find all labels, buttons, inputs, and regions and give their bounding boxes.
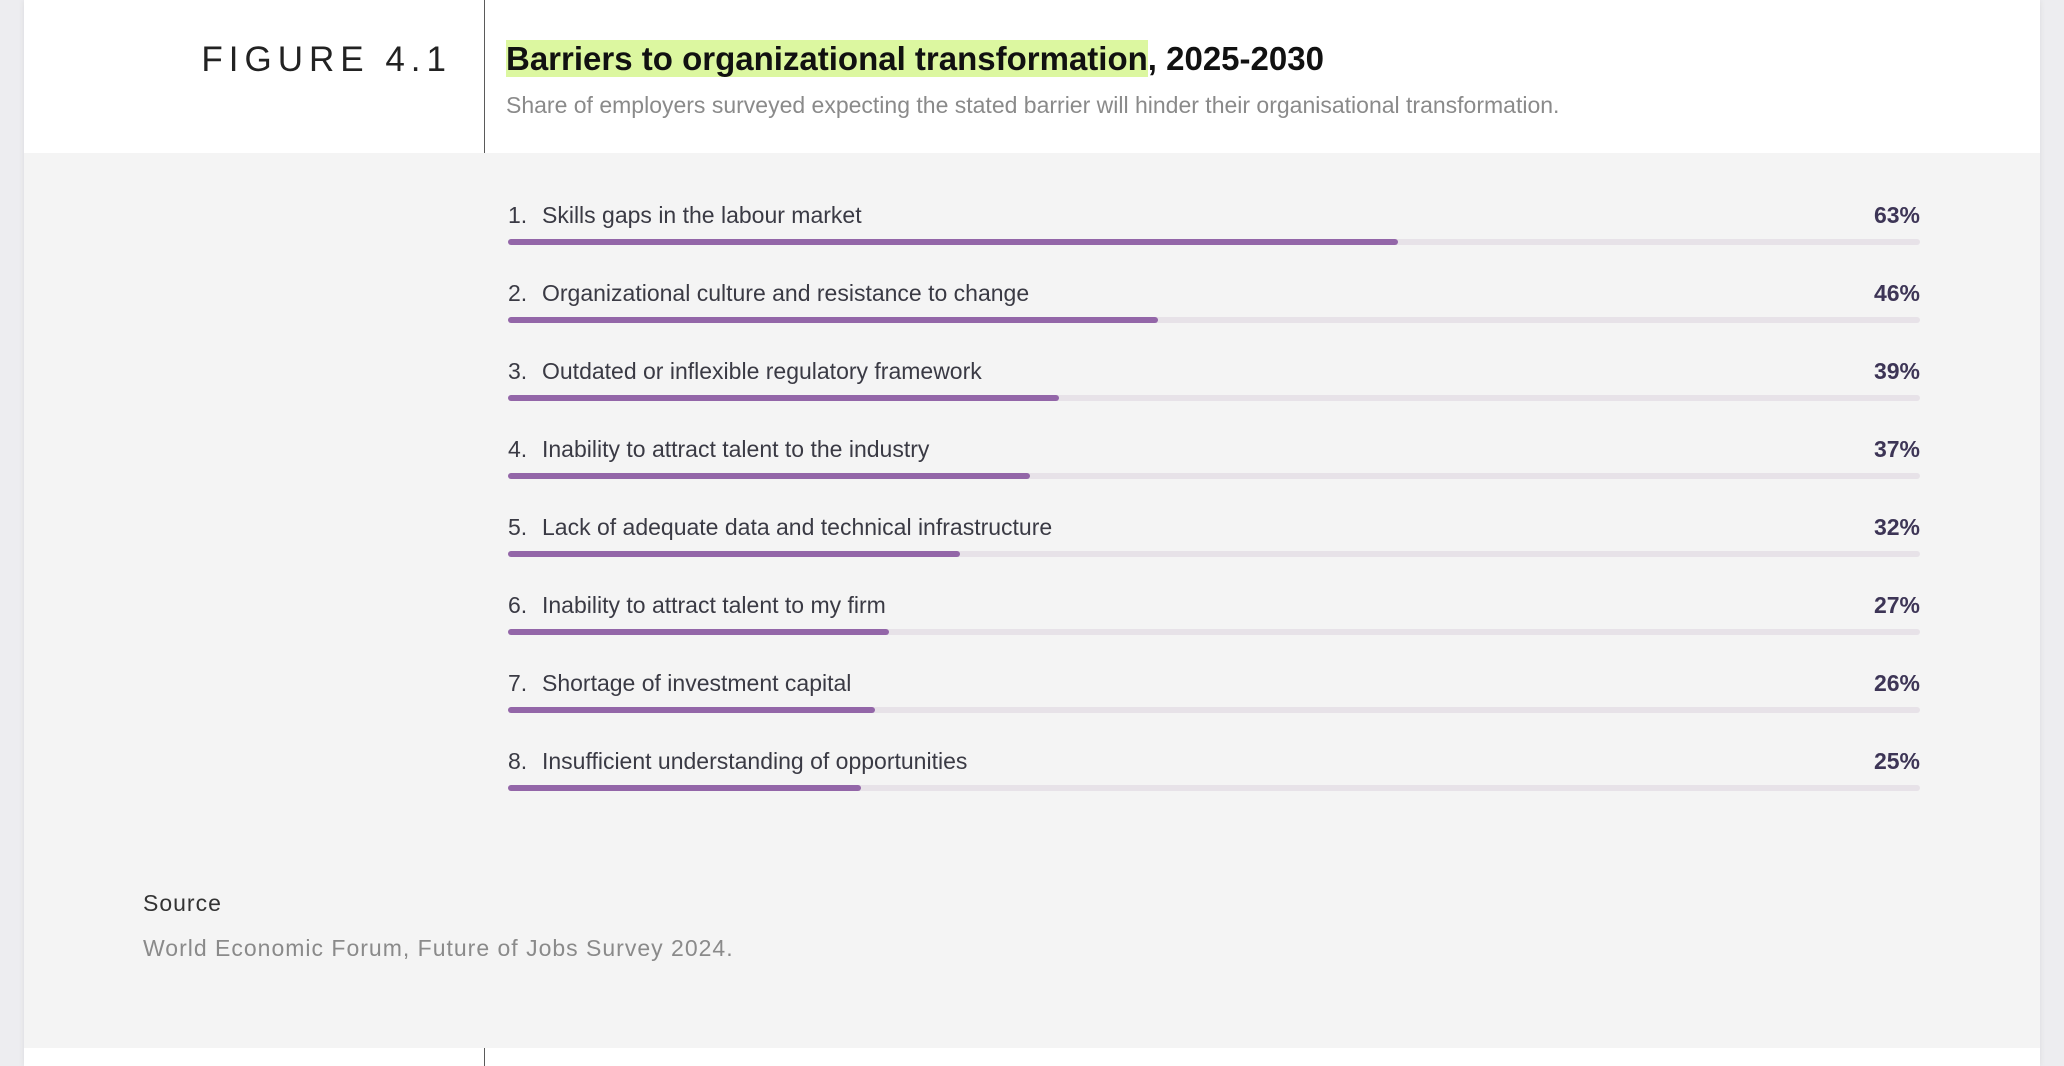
bar-value-label: 39%: [1873, 358, 1920, 384]
bar-label: 2. Organizational culture and resistance …: [508, 280, 1029, 307]
bar-label: 7. Shortage of investment capital: [508, 670, 851, 697]
bar-row: 4. Inability to attract talent to the ind…: [508, 436, 1920, 496]
bar-rank: 7.: [508, 670, 528, 696]
bar-value-label: 27%: [1873, 592, 1920, 618]
bar-rank: 2.: [508, 280, 528, 306]
source-text: World Economic Forum, Future of Jobs Sur…: [143, 935, 734, 961]
bar-category: Skills gaps in the labour market: [542, 202, 862, 228]
bar-row: 6. Inability to attract talent to my firm…: [508, 592, 1920, 652]
bar-value-label: 63%: [1873, 202, 1920, 228]
bar-label: 8. Insufficient understanding of opportun…: [508, 748, 967, 775]
bar-rank: 6.: [508, 592, 528, 618]
report-page: FIGURE 4.1 Barriers to organizational tr…: [24, 0, 2040, 1066]
bar: [508, 473, 1030, 479]
page-footer: [24, 1048, 2040, 1066]
bar-category: Inability to attract talent to my firm: [542, 592, 886, 618]
bar-label: 6. Inability to attract talent to my firm: [508, 592, 886, 619]
bar: [508, 551, 960, 557]
bar-track: [508, 317, 1920, 323]
bar-label: 5. Lack of adequate data and technical in…: [508, 514, 1052, 541]
bar-category: Outdated or inflexible regulatory framew…: [542, 358, 982, 384]
bar-track: [508, 395, 1920, 401]
source-heading: Source: [143, 890, 222, 916]
bar-track: [508, 707, 1920, 713]
figure-header: FIGURE 4.1 Barriers to organizational tr…: [24, 0, 2040, 153]
bar-value-label: 32%: [1873, 514, 1920, 540]
chart-title: Barriers to organizational transformatio…: [506, 40, 1324, 78]
bar-track: [508, 629, 1920, 635]
bar: [508, 395, 1059, 401]
bar-track: [508, 785, 1920, 791]
bar: [508, 317, 1158, 323]
bar-value-label: 46%: [1873, 280, 1920, 306]
bar: [508, 239, 1398, 245]
bar: [508, 707, 875, 713]
chart-title-highlight: Barriers to organizational transformatio…: [506, 40, 1148, 77]
header-divider: [484, 0, 485, 153]
figure-label: FIGURE 4.1: [201, 40, 452, 79]
bar-label: 3. Outdated or inflexible regulatory fram…: [508, 358, 982, 385]
bar-row: 5. Lack of adequate data and technical in…: [508, 514, 1920, 574]
bar-value-label: 25%: [1873, 748, 1920, 774]
bar-row: 3. Outdated or inflexible regulatory fram…: [508, 358, 1920, 418]
bar-category: Inability to attract talent to the indus…: [542, 436, 930, 462]
bar-value-label: 26%: [1873, 670, 1920, 696]
bar-value-label: 37%: [1873, 436, 1920, 462]
bar-category: Shortage of investment capital: [542, 670, 852, 696]
bar-rank: 5.: [508, 514, 528, 540]
bar-track: [508, 551, 1920, 557]
bar: [508, 629, 889, 635]
bar: [508, 785, 861, 791]
bar-rank: 3.: [508, 358, 528, 384]
bar-rank: 4.: [508, 436, 528, 462]
bar-row: 1. Skills gaps in the labour market 63%: [508, 202, 1920, 262]
bar-track: [508, 473, 1920, 479]
bar-rank: 1.: [508, 202, 528, 228]
bar-category: Insufficient understanding of opportunit…: [542, 748, 968, 774]
bar-rank: 8.: [508, 748, 528, 774]
bar-category: Organizational culture and resistance to…: [542, 280, 1030, 306]
chart-title-years: , 2025-2030: [1147, 40, 1324, 77]
bar-label: 4. Inability to attract talent to the ind…: [508, 436, 929, 463]
bar-row: 7. Shortage of investment capital 26%: [508, 670, 1920, 730]
bar-row: 8. Insufficient understanding of opportun…: [508, 748, 1920, 808]
bar-label: 1. Skills gaps in the labour market: [508, 202, 862, 229]
bar-chart: 1. Skills gaps in the labour market 63% 2. O…: [508, 202, 1920, 822]
bar-category: Lack of adequate data and technical infr…: [542, 514, 1053, 540]
bar-track: [508, 239, 1920, 245]
bar-row: 2. Organizational culture and resistance …: [508, 280, 1920, 340]
footer-divider: [484, 1048, 485, 1066]
chart-subtitle: Share of employers surveyed expecting th…: [506, 92, 1560, 118]
chart-panel: 1. Skills gaps in the labour market 63% 2. O…: [24, 153, 2040, 1048]
